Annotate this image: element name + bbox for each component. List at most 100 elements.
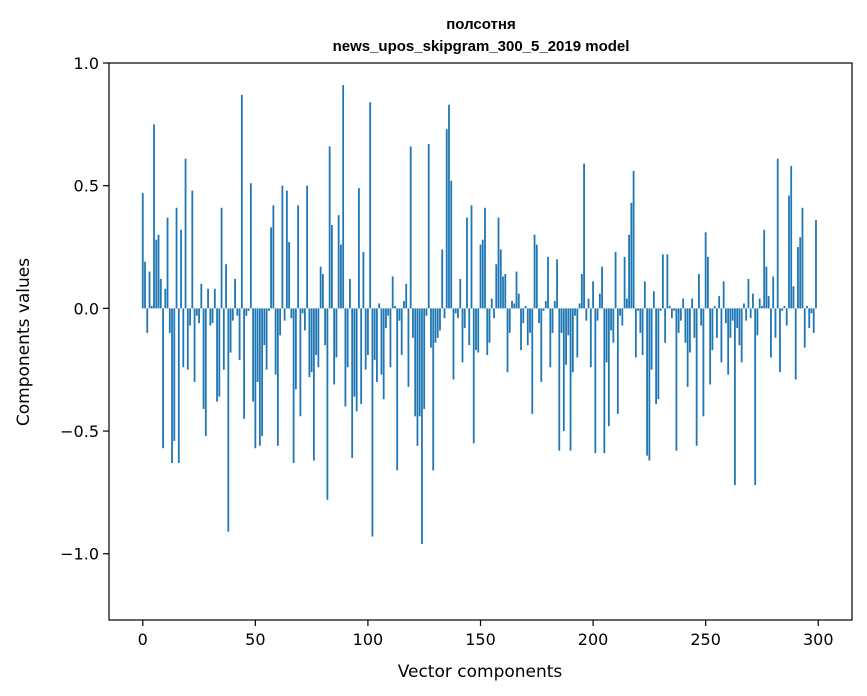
bar: [288, 242, 291, 309]
bar: [303, 308, 306, 331]
bar: [752, 293, 754, 309]
bar: [711, 308, 714, 351]
bar: [243, 308, 245, 419]
bar: [321, 274, 324, 309]
bar: [743, 303, 745, 309]
x-axis-label: Vector components: [398, 662, 563, 682]
bar: [270, 227, 273, 309]
bar: [432, 308, 435, 471]
bar: [502, 276, 504, 309]
bar: [310, 308, 313, 373]
bar: [673, 308, 676, 311]
bar: [643, 281, 646, 309]
bar: [358, 188, 360, 309]
bar: [621, 308, 624, 326]
bar: [704, 232, 707, 309]
bar: [175, 207, 178, 309]
bar: [177, 308, 180, 463]
bar: [292, 308, 295, 463]
bar: [612, 308, 615, 343]
bar: [596, 308, 599, 321]
bar: [580, 274, 583, 309]
bar: [315, 308, 318, 355]
bar: [540, 308, 543, 382]
bar: [497, 217, 500, 309]
bar: [421, 308, 423, 544]
bar: [684, 308, 687, 343]
bar: [148, 271, 151, 309]
y-axis-label: Components values: [14, 258, 34, 426]
bar: [211, 308, 214, 324]
bar: [267, 308, 270, 311]
bar: [412, 308, 414, 338]
bar: [371, 308, 374, 537]
x-tick-label: 100: [353, 630, 384, 649]
bar: [333, 308, 336, 385]
y-tick-label: 0.0: [74, 299, 99, 318]
bar: [452, 308, 455, 380]
bar: [652, 291, 655, 309]
bar: [414, 308, 417, 417]
bar: [168, 308, 171, 333]
bar: [592, 281, 594, 309]
bar: [632, 170, 635, 309]
bar: [700, 308, 703, 326]
y-tick-label: 0.5: [74, 177, 99, 196]
bar: [560, 308, 563, 333]
bar: [565, 308, 567, 365]
bar: [468, 308, 471, 346]
x-tick-label: 0: [138, 630, 148, 649]
bar: [506, 308, 509, 373]
bar: [702, 308, 705, 417]
bar: [459, 278, 462, 309]
bar: [788, 195, 790, 309]
bar: [382, 308, 385, 400]
bar: [261, 308, 263, 436]
bar: [668, 305, 671, 309]
bar: [252, 308, 254, 402]
bar: [385, 308, 387, 328]
bar: [247, 308, 250, 311]
bar: [403, 301, 405, 309]
bar: [794, 308, 797, 380]
bar: [526, 308, 529, 346]
bar: [549, 308, 552, 368]
bar: [734, 308, 736, 486]
bar: [583, 163, 585, 309]
bar: [436, 308, 439, 338]
bar: [707, 256, 709, 309]
bar: [448, 104, 450, 309]
bar: [283, 308, 286, 321]
bar: [495, 264, 498, 309]
bar: [756, 308, 759, 336]
bar: [790, 166, 793, 309]
bar: [373, 308, 376, 360]
bar: [353, 308, 356, 397]
bar: [547, 256, 549, 309]
bar: [389, 308, 392, 368]
bar: [619, 308, 621, 316]
bar: [279, 308, 282, 336]
bar: [605, 308, 608, 363]
bar: [774, 308, 777, 338]
bar: [716, 308, 718, 338]
bar: [641, 308, 644, 355]
bar: [499, 249, 502, 309]
bar: [229, 308, 232, 353]
x-tick-label: 50: [245, 630, 265, 649]
bar: [484, 207, 486, 309]
bar: [254, 308, 257, 449]
bar: [317, 308, 320, 368]
bar: [770, 308, 772, 358]
bar: [765, 266, 768, 309]
bar: [585, 308, 588, 321]
bar: [155, 239, 158, 309]
bar: [344, 308, 347, 407]
bar: [209, 308, 212, 326]
bar: [299, 308, 302, 417]
bar: [479, 244, 482, 309]
bar: [475, 308, 477, 351]
bars-group: [141, 85, 817, 544]
bar: [630, 202, 633, 309]
bar: [815, 220, 817, 309]
